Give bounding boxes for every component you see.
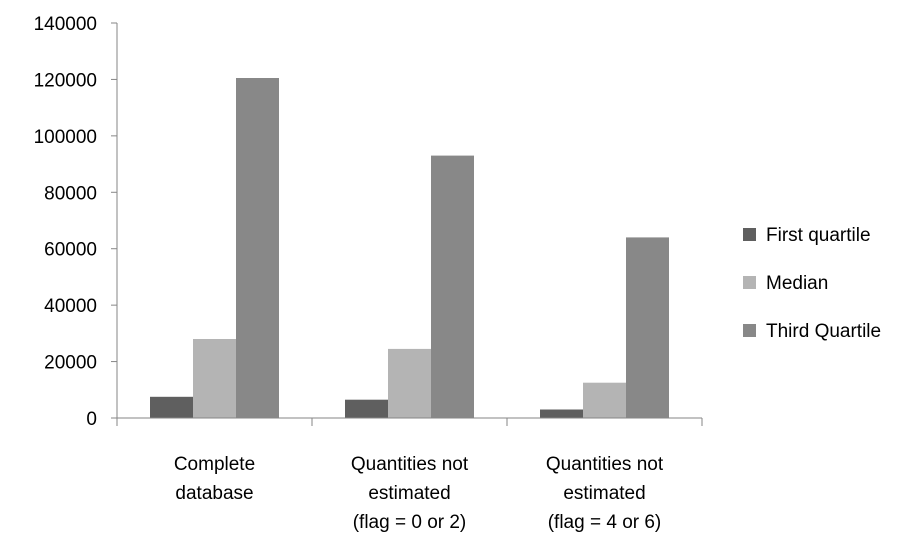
x-category-labels: Complete database Quantities not estimated(…: [174, 454, 664, 533]
axes-layer: [111, 22, 703, 426]
y-tick-labels: 0 20000 40000 60000 80000 100000 120000 140000: [34, 14, 97, 430]
legend-swatch-median: [743, 276, 756, 289]
bar-median-2: [388, 348, 431, 418]
bar-first-quartile-1: [150, 396, 193, 418]
x-category-label: Complete database: [174, 454, 255, 504]
legend-label-third-quartile: Third Quartile: [766, 321, 881, 342]
y-tick-label: 60000: [44, 240, 97, 261]
bar-third-quartile-1: [236, 78, 279, 418]
x-category-label: Quantities not estimated (flag = 4 or 6): [546, 454, 664, 533]
y-tick-label: 40000: [44, 296, 97, 317]
y-tick-label: 0: [86, 409, 97, 430]
y-tick-label: 20000: [44, 353, 97, 374]
x-category-label: Quantities not estimated (flag = 0 or 2): [351, 454, 469, 533]
legend-swatch-first-quartile: [743, 228, 756, 241]
bar-median-1: [193, 339, 236, 418]
bar-first-quartile-2: [345, 399, 388, 418]
y-tick-label: 140000: [34, 14, 97, 35]
bar-first-quartile-3: [540, 409, 583, 418]
bar-third-quartile-3: [626, 237, 669, 418]
legend-label-first-quartile: First quartile: [766, 225, 871, 246]
legend-swatch-third-quartile: [743, 324, 756, 337]
legend-label-median: Median: [766, 273, 828, 294]
y-tick-label: 120000: [34, 70, 97, 91]
bar-median-3: [583, 382, 626, 418]
bar-third-quartile-2: [431, 155, 474, 418]
y-tick-label: 80000: [44, 183, 97, 204]
bars-layer: [150, 78, 669, 418]
y-tick-label: 100000: [34, 127, 97, 148]
legend: First quartile Median Third Quartile: [743, 225, 881, 342]
